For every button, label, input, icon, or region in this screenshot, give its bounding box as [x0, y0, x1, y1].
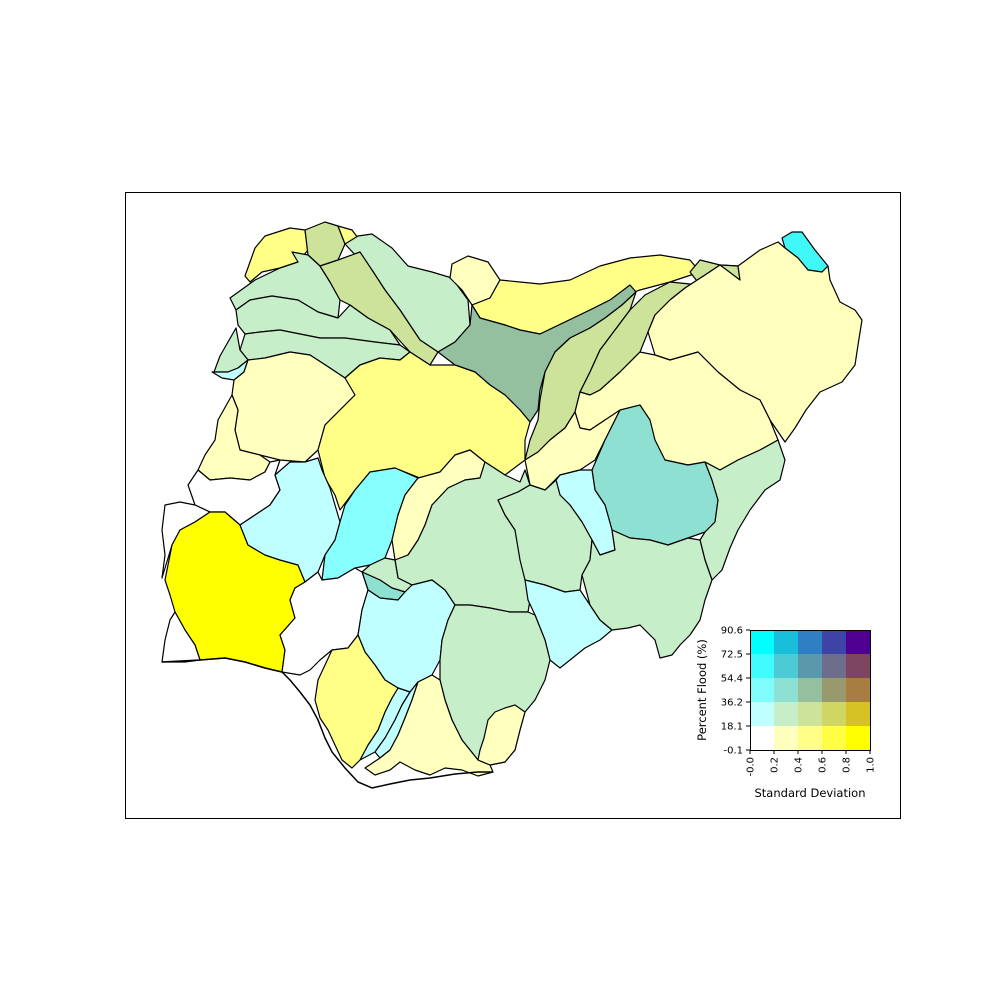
- region-r47: [477, 704, 526, 766]
- legend-cell: [798, 726, 823, 751]
- legend-cell: [774, 630, 799, 655]
- legend-y-tick-label: 72.5: [721, 650, 743, 661]
- region-r30: [239, 457, 341, 583]
- legend-x-tick-label: 0.2: [770, 757, 781, 773]
- legend-cell: [798, 678, 823, 703]
- legend-cell: [822, 678, 847, 703]
- legend-y-tick-label: 36.2: [721, 698, 743, 709]
- bivariate-legend: 90.6 72.5 54.4 36.2 18.1 -0.1 -0.0 0.2 0.4 0.6 0.…: [695, 626, 877, 801]
- legend-cell: [846, 702, 871, 727]
- legend-x-tick-label: 0.6: [818, 757, 829, 773]
- legend-frame: [750, 630, 871, 751]
- legend-cell: [750, 654, 775, 679]
- legend-grid: [750, 630, 871, 751]
- legend-cell: [798, 630, 823, 655]
- legend-cell: [846, 678, 871, 703]
- legend-y-label: Percent Flood (%): [695, 639, 709, 741]
- legend-cell: [750, 678, 775, 703]
- legend-cell: [822, 654, 847, 679]
- legend-cell: [774, 654, 799, 679]
- legend-x-tick-label: 1.0: [866, 757, 877, 773]
- legend-cell: [846, 654, 871, 679]
- legend-cell: [822, 702, 847, 727]
- region-r10: [319, 251, 439, 366]
- coastline: [161, 657, 493, 789]
- legend-x-tick-label: 0.4: [794, 757, 805, 773]
- legend-cell: [750, 726, 775, 751]
- region-r26: [699, 439, 786, 581]
- region-r44: [314, 634, 399, 769]
- legend-x-tick-label: 0.8: [842, 757, 853, 773]
- legend-x-ticks: -0.0 0.2 0.4 0.6 0.8 1.0: [746, 750, 877, 777]
- legend-cell: [822, 630, 847, 655]
- legend-cell: [750, 630, 775, 655]
- legend-cell: [774, 678, 799, 703]
- legend-cell: [798, 702, 823, 727]
- legend-y-ticks: 90.6 72.5 54.4 36.2 18.1 -0.1: [721, 626, 750, 757]
- nigeria-basin-map: [161, 221, 863, 777]
- legend-x-label: Standard Deviation: [755, 786, 866, 800]
- legend-y-tick-label: 90.6: [721, 626, 743, 637]
- legend-cell: [846, 630, 871, 655]
- legend-cell: [798, 654, 823, 679]
- region-r17: [647, 241, 863, 443]
- legend-cell: [750, 702, 775, 727]
- legend-cell: [774, 726, 799, 751]
- legend-y-tick-label: 18.1: [721, 722, 743, 733]
- legend-cell: [846, 726, 871, 751]
- legend-y-tick-label: -0.1: [723, 746, 743, 757]
- region-r43: [161, 611, 201, 663]
- legend-x-tick-label: -0.0: [746, 757, 757, 777]
- legend-y-tick-label: 54.4: [721, 674, 743, 685]
- legend-cell: [774, 702, 799, 727]
- legend-cell: [822, 726, 847, 751]
- region-r36: [581, 529, 713, 659]
